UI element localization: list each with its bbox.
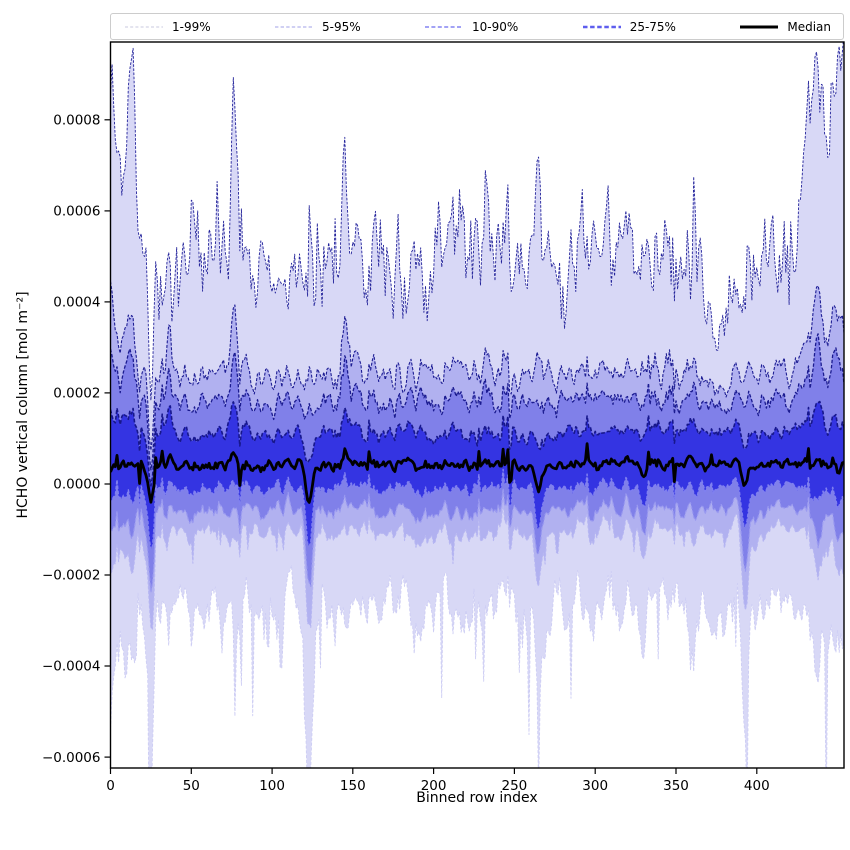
line-p25 bbox=[110, 468, 844, 551]
legend-label: Median bbox=[787, 19, 831, 34]
y-axis-label: HCHO vertical column [mol m⁻²] bbox=[15, 291, 31, 518]
x-tick-label: 300 bbox=[582, 778, 608, 794]
legend-item-10-90-: 10-90% bbox=[423, 20, 518, 34]
legend-label: 10-90% bbox=[472, 19, 519, 34]
y-tick-label: 0.0004 bbox=[53, 295, 100, 311]
line-p75 bbox=[110, 400, 844, 487]
x-tick-label: 150 bbox=[340, 778, 366, 794]
band-25-75 bbox=[110, 401, 844, 550]
x-tick-label: 350 bbox=[663, 778, 689, 794]
line-p95 bbox=[110, 281, 844, 451]
legend: 1-99% 5-95% 10-90% 25-75% Median bbox=[110, 13, 844, 40]
line-p10 bbox=[110, 487, 844, 594]
plot-frame bbox=[109, 41, 845, 769]
x-axis-label: Binned row index bbox=[416, 790, 537, 806]
line-p5 bbox=[110, 502, 844, 630]
plot-series-group bbox=[110, 42, 844, 768]
line-p90 bbox=[110, 333, 844, 471]
legend-line-icon bbox=[740, 25, 779, 28]
legend-label: 5-95% bbox=[322, 19, 361, 34]
legend-line-icon bbox=[125, 26, 163, 27]
x-tick-label: 400 bbox=[744, 778, 770, 794]
y-tick-label: −0.0002 bbox=[42, 568, 101, 584]
legend-line-icon bbox=[275, 25, 314, 28]
legend-item-median: Median bbox=[738, 20, 831, 34]
y-tick-label: 0.0008 bbox=[53, 113, 100, 129]
legend-item-25-75-: 25-75% bbox=[581, 20, 676, 34]
x-tick-label: 200 bbox=[421, 778, 447, 794]
x-tick-label: 0 bbox=[106, 778, 115, 794]
line-median bbox=[110, 442, 844, 504]
x-tick-label: 50 bbox=[183, 778, 200, 794]
x-tick-label: 250 bbox=[502, 778, 528, 794]
legend-line-icon bbox=[425, 25, 464, 28]
y-tick-label: 0.0000 bbox=[53, 477, 100, 493]
legend-item-1-99-: 1-99% bbox=[123, 20, 211, 34]
legend-item-5-95-: 5-95% bbox=[273, 20, 361, 34]
legend-label: 25-75% bbox=[629, 19, 676, 34]
y-tick-label: −0.0004 bbox=[42, 659, 101, 675]
legend-line-icon bbox=[582, 25, 621, 28]
line-p99 bbox=[110, 42, 844, 401]
y-tick-label: 0.0006 bbox=[53, 204, 100, 220]
legend-label: 1-99% bbox=[172, 19, 211, 34]
axes-ticks-group: 0 50 100 150 200 250 300 350 400 −0.0006 −0.0004 −0… bbox=[42, 113, 770, 794]
y-tick-label: 0.0002 bbox=[53, 386, 100, 402]
line-p1 bbox=[110, 564, 844, 768]
x-tick-label: 100 bbox=[259, 778, 285, 794]
y-tick-label: −0.0006 bbox=[42, 750, 101, 766]
